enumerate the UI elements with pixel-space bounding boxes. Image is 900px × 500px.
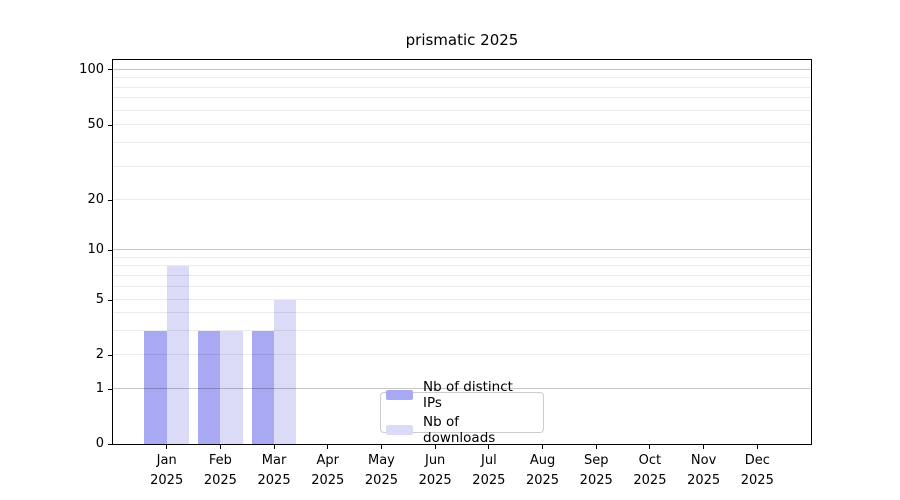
gridline-y-4 <box>113 312 811 314</box>
x-tick-oct-2025 <box>649 445 651 449</box>
x-tick-label-dec-2025: Dec 2025 <box>740 453 774 488</box>
legend-label-downloads: Nb of downloads <box>423 414 496 446</box>
y-tick-label-0: 0 <box>95 436 104 451</box>
x-tick-dec-2025 <box>756 445 758 449</box>
bar-nb-of-downloads-feb-2025 <box>220 330 243 444</box>
x-tick-label-aug-2025: Aug 2025 <box>525 453 560 488</box>
y-tick-1 <box>108 388 112 390</box>
x-tick-label-jun-2025: Jun 2025 <box>418 453 452 488</box>
gridline-y-80 <box>113 86 811 88</box>
y-tick-20 <box>108 199 112 201</box>
x-tick-label-jul-2025: Jul 2025 <box>472 453 506 488</box>
x-tick-sep-2025 <box>595 445 597 449</box>
x-tick-apr-2025 <box>327 445 329 449</box>
y-tick-label-20: 20 <box>87 192 104 207</box>
x-tick-jul-2025 <box>488 445 490 449</box>
x-tick-may-2025 <box>380 445 382 449</box>
gridline-y-3 <box>113 329 811 331</box>
x-tick-nov-2025 <box>703 445 705 449</box>
y-tick-label-10: 10 <box>87 242 104 257</box>
y-tick-label-100: 100 <box>79 61 104 77</box>
x-tick-jan-2025 <box>166 445 168 449</box>
x-tick-label-jan-2025: Jan 2025 <box>150 453 184 488</box>
gridline-y-60 <box>113 109 811 111</box>
y-tick-label-1: 1 <box>95 381 104 396</box>
x-tick-mar-2025 <box>273 445 275 449</box>
gridline-y-90 <box>113 77 811 79</box>
x-tick-feb-2025 <box>219 445 221 449</box>
gridline-y-2 <box>113 354 811 355</box>
gridline-y-100 <box>113 68 811 70</box>
gridline-y-70 <box>113 97 811 99</box>
legend-swatch-distinct-ips <box>386 390 413 400</box>
gridline-y-10 <box>113 249 811 251</box>
legend-label-distinct-ips: Nb of distinct IPs <box>423 379 513 411</box>
y-tick-10 <box>108 249 112 251</box>
gridline-y-50 <box>113 124 811 126</box>
gridline-y-30 <box>113 165 811 167</box>
bar-nb-of-downloads-mar-2025 <box>274 300 297 444</box>
x-tick-label-apr-2025: Apr 2025 <box>311 453 345 488</box>
bar-nb-of-distinct-ips-jan-2025 <box>144 330 167 444</box>
y-tick-label-2: 2 <box>95 346 104 362</box>
legend: Nb of distinct IPs Nb of downloads <box>380 379 544 446</box>
y-tick-50 <box>108 124 112 126</box>
plot-area <box>108 59 812 449</box>
y-tick-100 <box>108 69 112 71</box>
chart-title: prismatic 2025 <box>405 31 519 49</box>
x-tick-label-sep-2025: Sep 2025 <box>579 453 613 488</box>
x-tick-label-feb-2025: Feb 2025 <box>203 453 237 488</box>
y-tick-label-5: 5 <box>95 292 104 307</box>
bar-nb-of-downloads-jan-2025 <box>166 266 189 444</box>
gridline-y-8 <box>113 265 811 267</box>
legend-swatch-downloads <box>386 425 413 435</box>
x-tick-label-oct-2025: Oct 2025 <box>633 453 667 488</box>
legend-item-distinct-ips: Nb of distinct IPs <box>386 379 535 411</box>
y-tick-2 <box>108 354 112 356</box>
bar-nb-of-distinct-ips-feb-2025 <box>198 330 221 444</box>
gridline-y-5 <box>113 299 811 300</box>
y-tick-5 <box>108 299 112 301</box>
x-tick-aug-2025 <box>542 445 544 449</box>
y-tick-label-50: 50 <box>87 117 104 132</box>
gridline-y-9 <box>113 256 811 258</box>
y-tick-0 <box>108 443 112 445</box>
x-tick-label-nov-2025: Nov 2025 <box>687 453 721 488</box>
gridline-y-1 <box>113 388 811 390</box>
gridline-y-6 <box>113 285 811 287</box>
x-tick-jun-2025 <box>434 445 436 449</box>
x-tick-label-may-2025: May 2025 <box>364 453 398 488</box>
gridline-y-40 <box>113 142 811 144</box>
legend-item-downloads: Nb of downloads <box>386 414 535 446</box>
bar-nb-of-distinct-ips-mar-2025 <box>251 330 275 444</box>
gridline-y-20 <box>113 199 811 201</box>
x-tick-label-mar-2025: Mar 2025 <box>257 453 291 488</box>
gridline-y-7 <box>113 274 811 276</box>
